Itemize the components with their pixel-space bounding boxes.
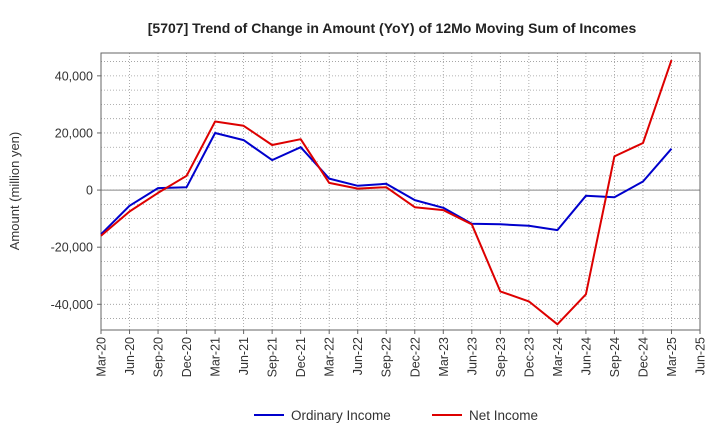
x-tick-label: Mar-23 bbox=[437, 337, 451, 377]
x-tick-label: Mar-24 bbox=[551, 337, 565, 377]
y-tick-label: 0 bbox=[86, 184, 93, 198]
axes: -40,000 -20,000 0 20,000 40,000 Mar-20 Jun-20 S… bbox=[51, 52, 708, 377]
x-tick-label: Dec-21 bbox=[294, 337, 308, 377]
x-tick-label: Jun-24 bbox=[579, 337, 593, 375]
y-tick-label: -20,000 bbox=[51, 241, 93, 255]
x-tick-label: Jun-20 bbox=[123, 337, 137, 375]
y-tick-label: 40,000 bbox=[55, 69, 93, 83]
x-tick-label: Jun-21 bbox=[237, 337, 251, 375]
x-tick-label: Jun-23 bbox=[465, 337, 479, 375]
x-tick-label: Dec-24 bbox=[636, 337, 650, 377]
series-line bbox=[100, 59, 673, 326]
y-axis-label: Amount (million yen) bbox=[7, 132, 22, 251]
x-tick-label: Sep-23 bbox=[494, 337, 508, 377]
x-tick-label: Mar-22 bbox=[323, 337, 337, 377]
y-tick-label: -40,000 bbox=[51, 298, 93, 312]
legend-label: Net Income bbox=[469, 408, 538, 423]
x-tick-label: Jun-25 bbox=[694, 337, 708, 375]
grid-lines bbox=[100, 53, 701, 330]
plot-frame bbox=[100, 52, 701, 331]
x-tick-label: Sep-20 bbox=[152, 337, 166, 377]
x-tick-label: Dec-20 bbox=[180, 337, 194, 377]
x-tick-label: Mar-20 bbox=[95, 337, 109, 377]
x-tick-label: Sep-24 bbox=[608, 337, 622, 377]
x-tick-label: Sep-21 bbox=[266, 337, 280, 377]
x-tick-label: Mar-25 bbox=[665, 337, 679, 377]
x-tick-label: Mar-21 bbox=[209, 337, 223, 377]
chart-title: [5707] Trend of Change in Amount (YoY) o… bbox=[148, 20, 637, 36]
legend: Ordinary Income Net Income bbox=[254, 408, 538, 423]
legend-label: Ordinary Income bbox=[291, 408, 391, 423]
y-tick-label: 20,000 bbox=[55, 126, 93, 140]
x-tick-label: Dec-22 bbox=[408, 337, 422, 377]
series-line bbox=[100, 132, 673, 236]
series-lines bbox=[100, 59, 673, 326]
x-tick-label: Dec-23 bbox=[522, 337, 536, 377]
x-tick-label: Jun-22 bbox=[351, 337, 365, 375]
x-tick-label: Sep-22 bbox=[380, 337, 394, 377]
